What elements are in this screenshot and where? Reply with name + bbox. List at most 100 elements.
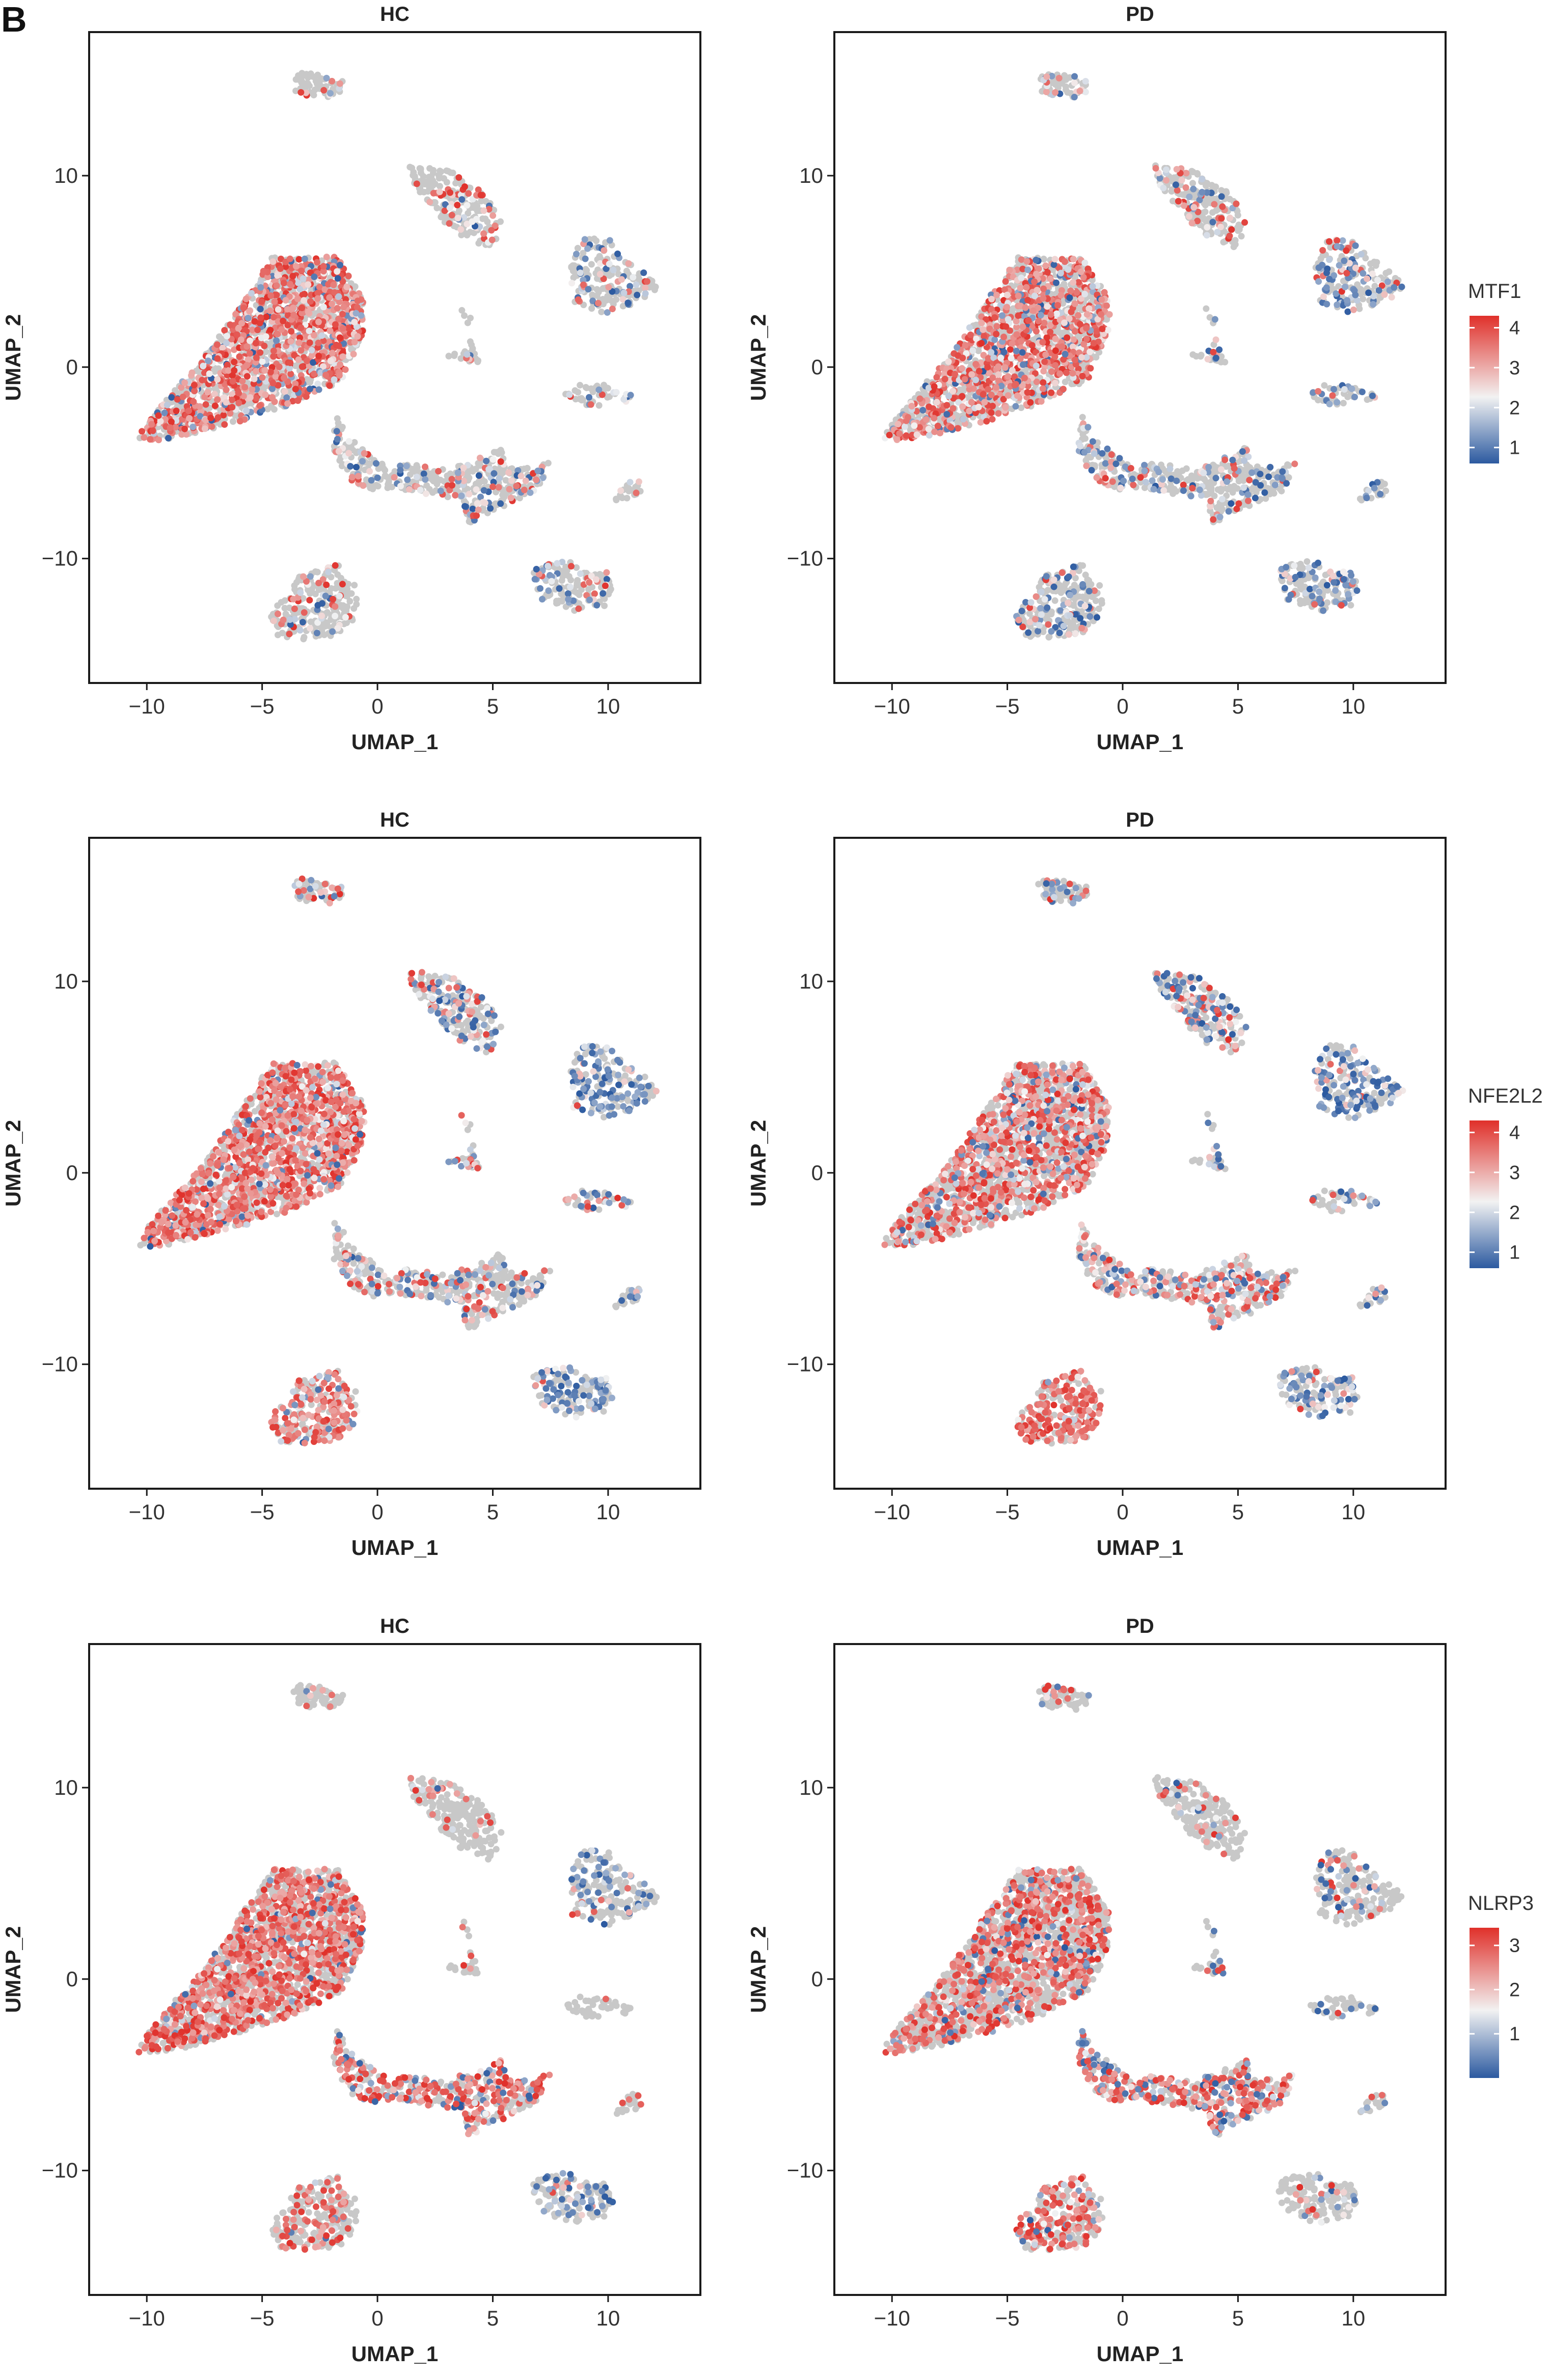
cell-point bbox=[425, 174, 432, 180]
cell-point-expressing bbox=[404, 476, 411, 483]
cell-point-expressing bbox=[1013, 323, 1020, 331]
cell-point bbox=[555, 597, 562, 605]
cell-point-expressing bbox=[559, 559, 566, 565]
cell-point-expressing bbox=[430, 189, 437, 197]
cell-point-expressing bbox=[473, 512, 480, 519]
cell-point-expressing bbox=[229, 391, 236, 398]
cell-point-expressing bbox=[488, 227, 495, 234]
cell-point bbox=[321, 632, 328, 638]
cell-point bbox=[1057, 589, 1065, 596]
cell-point-expressing bbox=[481, 500, 488, 506]
cell-point bbox=[472, 466, 479, 473]
cell-point-expressing bbox=[435, 468, 442, 475]
cell-point bbox=[1340, 400, 1347, 406]
cell-point bbox=[467, 314, 474, 321]
cell-point-expressing bbox=[460, 464, 467, 472]
cell-point-expressing bbox=[241, 384, 249, 391]
cell-point bbox=[432, 487, 440, 494]
cell-point-expressing bbox=[335, 342, 342, 349]
cell-point-expressing bbox=[168, 394, 175, 401]
cell-point bbox=[919, 390, 927, 397]
cell-point-expressing bbox=[315, 386, 322, 393]
cell-point bbox=[1096, 582, 1103, 589]
cell-point-expressing bbox=[257, 279, 264, 286]
cell-point-expressing bbox=[570, 597, 577, 604]
cell-point-expressing bbox=[306, 327, 313, 335]
cell-point-expressing bbox=[477, 494, 484, 501]
cell-point-expressing bbox=[190, 398, 197, 405]
cell-point-expressing bbox=[303, 578, 310, 585]
cell-point-expressing bbox=[311, 332, 317, 339]
cell-point-expressing bbox=[351, 339, 358, 345]
cell-point-expressing bbox=[223, 340, 230, 347]
cell-point bbox=[230, 418, 236, 425]
cell-point-expressing bbox=[181, 379, 188, 386]
cell-point-expressing bbox=[297, 347, 305, 354]
cell-point bbox=[298, 73, 305, 80]
cell-point bbox=[343, 619, 350, 626]
cell-point-expressing bbox=[321, 286, 329, 293]
cell-point-expressing bbox=[242, 295, 250, 303]
x-tick-label: 0 bbox=[371, 694, 383, 718]
cell-point-expressing bbox=[554, 560, 561, 567]
cell-point bbox=[578, 395, 585, 402]
cell-point bbox=[1040, 256, 1047, 263]
cell-point bbox=[576, 591, 583, 598]
cell-point bbox=[623, 495, 631, 502]
y-tick-label: −10 bbox=[42, 546, 78, 570]
cell-point-expressing bbox=[301, 609, 308, 616]
cell-point bbox=[458, 307, 466, 314]
cell-point bbox=[431, 180, 439, 187]
cell-point-expressing bbox=[291, 616, 298, 623]
cell-point-expressing bbox=[634, 291, 641, 298]
cell-point-expressing bbox=[286, 255, 293, 262]
cell-point-expressing bbox=[422, 463, 428, 471]
cell-point-expressing bbox=[997, 302, 1004, 309]
cell-point bbox=[328, 573, 335, 581]
cell-point-expressing bbox=[334, 275, 341, 282]
cell-point-expressing bbox=[358, 312, 365, 319]
cell-point bbox=[163, 397, 170, 403]
cell-point-expressing bbox=[633, 489, 640, 497]
x-tick-label: 10 bbox=[596, 694, 620, 718]
cell-point-expressing bbox=[354, 297, 361, 305]
cell-point bbox=[1218, 485, 1225, 493]
cell-point bbox=[464, 319, 471, 326]
cell-point-expressing bbox=[359, 458, 366, 465]
cell-point bbox=[449, 170, 456, 176]
cell-point-expressing bbox=[222, 381, 229, 388]
cell-point-expressing bbox=[332, 603, 339, 610]
cell-point-expressing bbox=[311, 370, 318, 377]
cell-point-expressing bbox=[204, 389, 211, 396]
cell-point-expressing bbox=[361, 450, 368, 457]
cell-point-expressing bbox=[289, 305, 296, 311]
cell-point-expressing bbox=[477, 192, 484, 199]
cell-point bbox=[1347, 601, 1354, 609]
cell-point bbox=[577, 381, 584, 389]
cell-point bbox=[565, 573, 573, 580]
cell-point bbox=[1297, 579, 1304, 586]
cell-point-expressing bbox=[595, 299, 602, 307]
cell-point-expressing bbox=[448, 211, 455, 218]
x-axis-label: UMAP_1 bbox=[351, 730, 438, 754]
cell-point bbox=[583, 267, 590, 274]
cell-point bbox=[232, 412, 238, 419]
cell-point-expressing bbox=[223, 399, 230, 406]
cell-point-expressing bbox=[609, 306, 616, 312]
cell-point-expressing bbox=[586, 596, 593, 604]
cell-point-expressing bbox=[276, 363, 283, 370]
cell-point bbox=[1082, 571, 1089, 579]
cell-point-expressing bbox=[292, 263, 300, 270]
cell-point-expressing bbox=[497, 500, 504, 507]
cell-point-expressing bbox=[610, 266, 617, 273]
cell-point-expressing bbox=[580, 281, 587, 288]
cell-point-expressing bbox=[310, 359, 317, 366]
cell-point-expressing bbox=[238, 320, 245, 327]
cell-point-expressing bbox=[253, 395, 260, 402]
cell-point bbox=[467, 338, 474, 345]
cell-point-expressing bbox=[286, 631, 293, 638]
cell-point-expressing bbox=[464, 221, 471, 228]
cell-point-expressing bbox=[283, 394, 290, 401]
cell-point-expressing bbox=[294, 397, 302, 404]
cell-point bbox=[1367, 260, 1374, 267]
